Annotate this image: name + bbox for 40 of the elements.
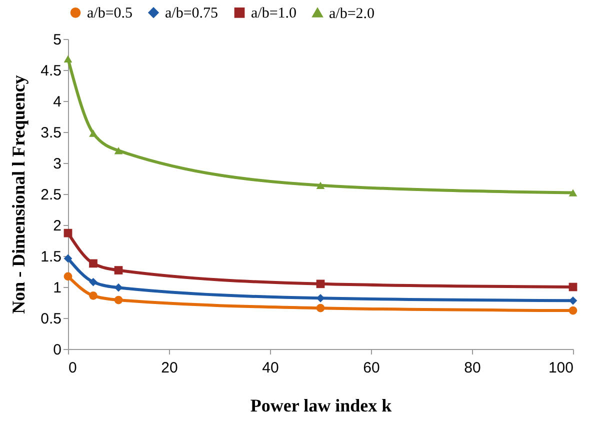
point	[568, 306, 578, 315]
legend-label: a/b=1.0	[251, 6, 297, 22]
point	[89, 278, 98, 286]
point	[64, 272, 72, 281]
x-tick-label: 100	[548, 360, 574, 376]
x-tick-label: 60	[363, 360, 380, 376]
point	[89, 130, 98, 137]
legend-label: a/b=0.75	[165, 6, 218, 22]
y-tick-label: 2	[53, 218, 62, 234]
point	[316, 182, 325, 189]
point	[89, 292, 98, 300]
y-axis-title: Non - Dimensional l Frequency	[8, 75, 29, 314]
point	[64, 55, 72, 62]
point	[64, 254, 72, 263]
legend-label: a/b=2.0	[329, 6, 375, 22]
point	[568, 189, 578, 196]
y-tick-label: 4	[53, 94, 62, 110]
y-tick-label: 5	[53, 32, 62, 48]
point	[316, 304, 325, 312]
y-tick-label: 0.5	[40, 310, 62, 328]
y-tick-label: 3	[53, 156, 62, 172]
point	[114, 296, 123, 304]
legend-label: a/b=0.5	[87, 6, 133, 22]
x-tick-label: 20	[161, 360, 178, 376]
point	[114, 146, 123, 154]
y-tick-label: 3.5	[40, 124, 62, 142]
x-tick-label: 0	[68, 360, 77, 376]
y-tick-label: 2.5	[40, 186, 62, 204]
x-axis-title: Power law index k	[250, 396, 392, 416]
point	[89, 259, 98, 268]
y-tick-label: 1.5	[40, 248, 62, 266]
point	[64, 228, 72, 238]
y-tick-label: 1	[53, 280, 62, 296]
point	[316, 280, 325, 288]
point	[568, 282, 578, 292]
x-tick-label: 80	[464, 360, 481, 376]
y-tick-label: 0	[53, 342, 62, 358]
x-tick-label: 40	[262, 360, 279, 376]
point	[114, 266, 123, 274]
y-tick-label: 4.5	[40, 62, 62, 80]
